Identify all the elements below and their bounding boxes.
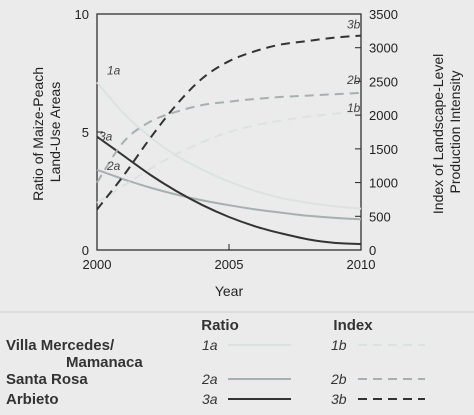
- series-line-1b: [96, 110, 362, 204]
- series-label-1b: 1b: [347, 101, 361, 115]
- series-label-2a: 2a: [106, 159, 121, 173]
- legend-ratio-code: 2a: [201, 371, 218, 387]
- legend-site-name: Santa Rosa: [6, 371, 88, 388]
- legend-header-ratio: Ratio: [201, 317, 239, 334]
- right-tick-label: 2000: [369, 108, 398, 123]
- legend-site-name: Villa Mercedes/: [6, 337, 115, 354]
- legend-site-name-line-2: Mamanaca: [66, 354, 143, 371]
- legend-rows: Villa Mercedes/Mamanaca 1a 1b Santa Rosa 2a 2…: [6, 337, 425, 408]
- x-tick-label: 2010: [347, 257, 376, 272]
- series-label-1a: 1a: [107, 63, 121, 77]
- right-tick-label: 0: [369, 243, 376, 258]
- series-labels: 1a 2a 3a 1b 2b 3b: [99, 18, 361, 173]
- left-axis-title: Ratio of Maize-Peach Land-Use Areas: [30, 63, 63, 201]
- left-tick-label: 0: [82, 243, 89, 258]
- series-label-3a: 3a: [99, 130, 113, 144]
- legend: Ratio Index Villa Mercedes/Mamanaca 1a 1b S…: [6, 317, 425, 408]
- series-line-2b: [96, 91, 362, 184]
- left-tick-label: 5: [82, 125, 89, 140]
- right-tick-label: 3500: [369, 7, 398, 22]
- right-axis-title: Index of Landscape-Level Production Inte…: [430, 50, 463, 214]
- legend-row: Villa Mercedes/Mamanaca 1a 1b: [6, 337, 425, 371]
- legend-site-name: Arbieto: [6, 391, 59, 408]
- legend-index-code: 2b: [330, 371, 347, 387]
- series-label-3b: 3b: [347, 18, 361, 32]
- x-tick-label: 2005: [215, 257, 244, 272]
- series-line-2a: [96, 168, 362, 221]
- right-tick-label: 2500: [369, 74, 398, 89]
- left-axis-title-line-1: Ratio of Maize-Peach: [30, 67, 46, 201]
- legend-row: Santa Rosa 2a 2b: [6, 371, 425, 388]
- legend-ratio-code: 3a: [202, 391, 218, 407]
- series-line-3b: [96, 34, 362, 211]
- series-layer: [96, 34, 362, 246]
- right-axis-title-line-2: Production Intensity: [447, 71, 463, 194]
- right-tick-label: 1000: [369, 176, 398, 191]
- left-tick-label: 10: [75, 7, 89, 22]
- series-label-2b: 2b: [346, 73, 361, 87]
- series-line-1a: [96, 81, 362, 210]
- legend-header-index: Index: [333, 317, 373, 334]
- legend-index-code: 3b: [331, 391, 347, 407]
- x-tick-label: 2000: [83, 257, 112, 272]
- legend-ratio-code: 1a: [202, 337, 218, 353]
- right-tick-label: 3000: [369, 41, 398, 56]
- x-axis-title: Year: [215, 283, 244, 299]
- legend-row: Arbieto 3a 3b: [6, 391, 425, 408]
- legend-index-code: 1b: [331, 337, 347, 353]
- left-axis-title-line-2: Land-Use Areas: [47, 82, 63, 182]
- right-tick-label: 500: [369, 209, 391, 224]
- right-axis-title-line-1: Index of Landscape-Level: [430, 54, 446, 214]
- series-line-3a: [96, 135, 362, 246]
- right-tick-label: 1500: [369, 142, 398, 157]
- ticks-layer: 2000 2005 20100510050010001500200025003000…: [75, 7, 398, 272]
